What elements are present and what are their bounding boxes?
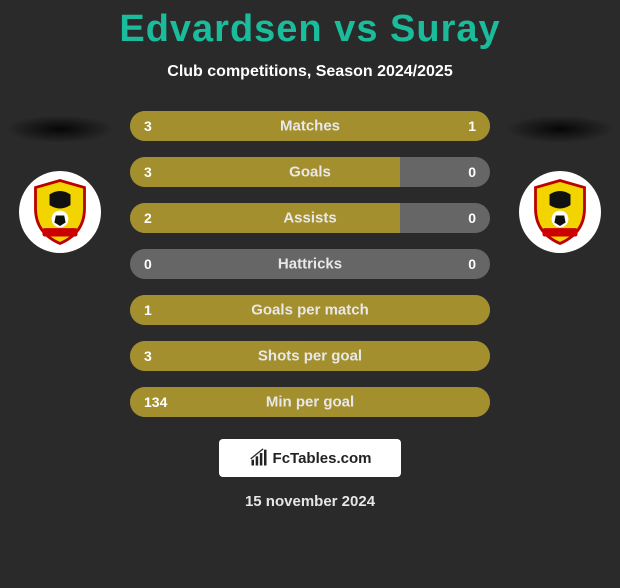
player-shadow-right — [505, 115, 615, 143]
stat-value-left: 3 — [144, 118, 152, 134]
brand-badge: FcTables.com — [219, 439, 401, 477]
stat-bars: 3 1 Matches 3 0 Goals 2 0 Assists 0 0 Hattricks 1 Goa… — [130, 111, 490, 417]
date-text: 15 november 2024 — [0, 493, 620, 510]
stat-label: Matches — [280, 118, 340, 135]
stat-value-left: 1 — [144, 302, 152, 318]
shield-icon — [25, 177, 95, 247]
stat-label: Min per goal — [266, 394, 354, 411]
stat-value-left: 2 — [144, 210, 152, 226]
chart-icon — [249, 448, 269, 468]
page-title: Edvardsen vs Suray — [0, 8, 620, 51]
stat-value-right: 0 — [468, 210, 476, 226]
stat-label: Goals per match — [251, 302, 369, 319]
player-shadow-left — [5, 115, 115, 143]
stat-label: Hattricks — [278, 256, 342, 273]
brand-text: FcTables.com — [273, 450, 372, 467]
stat-row: 3 0 Goals — [130, 157, 490, 187]
stat-value-left: 3 — [144, 164, 152, 180]
stat-fill-left — [130, 157, 400, 187]
subtitle: Club competitions, Season 2024/2025 — [0, 63, 620, 81]
stat-fill-right — [400, 111, 490, 141]
stat-label: Shots per goal — [258, 348, 362, 365]
stat-label: Assists — [283, 210, 336, 227]
stat-row: 1 Goals per match — [130, 295, 490, 325]
stat-value-right: 1 — [468, 118, 476, 134]
stat-value-left: 134 — [144, 394, 167, 410]
club-logo-left — [19, 171, 101, 253]
stat-fill-left — [130, 203, 400, 233]
stat-label: Goals — [289, 164, 331, 181]
stat-row: 134 Min per goal — [130, 387, 490, 417]
shield-icon — [525, 177, 595, 247]
stat-row: 3 1 Matches — [130, 111, 490, 141]
comparison-content: 3 1 Matches 3 0 Goals 2 0 Assists 0 0 Hattricks 1 Goa… — [0, 111, 620, 417]
club-logo-right — [519, 171, 601, 253]
stat-fill-left — [130, 111, 400, 141]
stat-value-right: 0 — [468, 164, 476, 180]
stat-value-right: 0 — [468, 256, 476, 272]
stat-row: 0 0 Hattricks — [130, 249, 490, 279]
stat-row: 3 Shots per goal — [130, 341, 490, 371]
stat-value-left: 0 — [144, 256, 152, 272]
stat-row: 2 0 Assists — [130, 203, 490, 233]
stat-value-left: 3 — [144, 348, 152, 364]
